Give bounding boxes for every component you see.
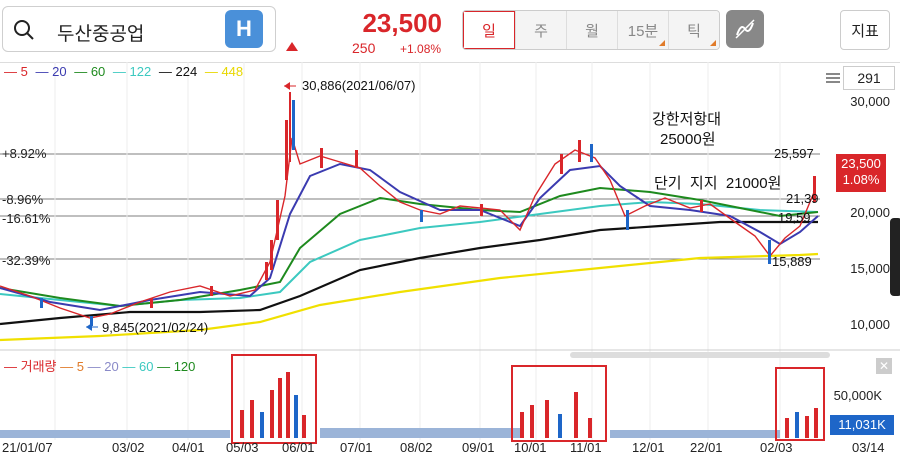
high-annotation: 30,886(2021/06/07)	[302, 78, 416, 93]
date-label: 08/02	[400, 440, 433, 455]
close-icon[interactable]: ✕	[876, 358, 892, 374]
date-label: 06/01	[282, 440, 315, 455]
ma-legend-122: — 122	[112, 64, 152, 79]
volume-highlight-boxes	[231, 354, 825, 444]
date-label: 10/01	[514, 440, 547, 455]
pct-label: -8.96%	[2, 192, 44, 207]
ma-legend-20: — 20	[35, 64, 67, 79]
price-chart[interactable]	[0, 62, 900, 460]
price-change: 250	[352, 40, 376, 56]
price-axis-label: 15,000	[850, 261, 890, 276]
ma-448-line	[0, 252, 819, 342]
date-label: 11/01	[570, 440, 602, 455]
current-price-tag-pct: 1.08%	[842, 172, 880, 187]
candles	[40, 92, 816, 326]
volume-axis-label: 50,000K	[833, 388, 882, 403]
date-label: 05/03	[226, 440, 259, 455]
ma-legend: — 5 — 20 — 60 — 122 — 224 — 448	[4, 64, 247, 79]
level-price-label: 25,597	[774, 146, 814, 161]
ma-legend-448: — 448	[204, 64, 244, 79]
chart-scroll-handle[interactable]	[890, 218, 900, 296]
vol-legend-60: — 60	[122, 359, 154, 374]
current-price-tag: 23,500 1.08%	[836, 154, 886, 192]
tab-tick-label: 틱	[687, 22, 701, 40]
vol-legend-20: — 20	[87, 359, 119, 374]
tab-15min[interactable]: 15분	[617, 11, 668, 49]
low-annotation: 9,845(2021/02/24)	[102, 320, 209, 335]
menu-icon[interactable]	[826, 70, 840, 83]
date-label: 02/03	[760, 440, 793, 455]
pct-label: +8.92%	[2, 146, 47, 161]
horizontal-scrollbar[interactable]	[570, 352, 830, 358]
price-axis-label: 30,000	[850, 94, 890, 109]
resistance-price-annotation: 25000원	[660, 131, 716, 148]
ma-20-line	[0, 162, 819, 312]
price-axis-label: 20,000	[850, 205, 890, 220]
high-marker	[284, 82, 296, 90]
price-axis-label: 10,000	[850, 317, 890, 332]
date-label: 22/01	[690, 440, 723, 455]
resistance-annotation: 강한저항대	[652, 111, 722, 128]
date-label: 07/01	[340, 440, 373, 455]
level-price-label: 15,889	[772, 254, 812, 269]
date-label: 04/01	[172, 440, 205, 455]
period-tabs: 일 주 월 15분 틱	[462, 10, 720, 50]
grid-lines	[54, 62, 781, 440]
tab-15min-label: 15분	[627, 22, 659, 40]
drawing-icon	[735, 19, 755, 39]
tab-week[interactable]: 주	[515, 11, 566, 49]
level-price-label: 19,59	[778, 210, 811, 225]
volume-tag: 11,031K	[830, 415, 894, 435]
drawing-tool-button[interactable]	[726, 10, 764, 48]
date-label: 03/14	[852, 440, 885, 455]
ma-legend-224: — 224	[158, 64, 198, 79]
search-icon[interactable]	[13, 19, 35, 41]
ma-224-line	[0, 220, 818, 326]
level-price-label: 21,39	[786, 191, 819, 206]
ma-5-line	[0, 137, 816, 319]
hoga-button[interactable]: H	[225, 10, 263, 48]
stock-name[interactable]: 두산중공업	[57, 24, 145, 45]
date-label: 12/01	[632, 440, 665, 455]
dropdown-corner-icon	[659, 40, 665, 46]
volume-legend-title: — 거래량	[4, 359, 57, 374]
tab-day[interactable]: 일	[463, 11, 515, 49]
pct-label: -16.61%	[2, 211, 51, 226]
indicator-button[interactable]: 지표	[840, 10, 890, 50]
ma-legend-60: — 60	[74, 64, 106, 79]
current-price-tag-value: 23,500	[841, 156, 881, 171]
pct-label: -32.39%	[2, 253, 51, 268]
volume-bars	[0, 372, 818, 438]
date-label: 09/01	[462, 440, 495, 455]
date-label: 21/01/07	[2, 440, 53, 455]
low-marker	[86, 323, 98, 331]
up-arrow-icon	[286, 42, 298, 51]
price-change-pct: +1.08%	[400, 42, 442, 56]
tab-tick[interactable]: 틱	[668, 11, 719, 49]
candle-count-input[interactable]: 291	[843, 66, 895, 90]
support-annotation: 단기 지지 21000원	[654, 175, 782, 192]
vol-legend-120: — 120	[157, 359, 196, 374]
dropdown-corner-icon	[710, 40, 716, 46]
volume-legend: — 거래량 — 5 — 20 — 60 — 120	[4, 356, 195, 375]
ma-legend-5: — 5	[4, 64, 28, 79]
tab-month[interactable]: 월	[566, 11, 617, 49]
current-price: 23,500	[362, 8, 442, 38]
date-label: 03/02	[112, 440, 145, 455]
vol-legend-5: — 5	[60, 359, 84, 374]
top-bar: 두산중공업 H 23,500 250 +1.08% 일 주 월 15분 틱 지표	[0, 0, 900, 63]
